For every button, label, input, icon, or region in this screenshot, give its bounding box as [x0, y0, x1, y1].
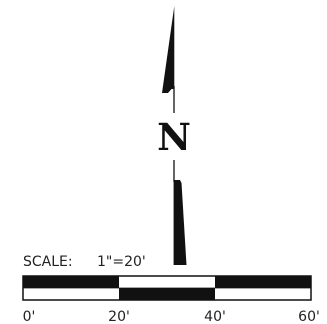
scale-bar-segment-3-top [215, 276, 311, 288]
scale-bar-segment-1-top [23, 276, 119, 288]
north-arrow-lower-blade [173, 180, 187, 265]
scale-tick-0: 0' [23, 309, 36, 324]
scale-bar [22, 275, 312, 301]
scale-label: SCALE: [23, 254, 73, 270]
north-arrow: N [157, 6, 191, 265]
scale-bar-segment-2-bottom [119, 288, 215, 300]
north-letter: N [157, 115, 191, 159]
scale-ratio: 1"=20' [97, 254, 146, 270]
scale-tick-60: 60' [298, 309, 320, 324]
north-arrow-upper-blade [162, 6, 175, 93]
scale-tick-labels: 0' 20' 40' 60' [23, 309, 320, 324]
scale-tick-40: 40' [204, 309, 226, 324]
scale-tick-20: 20' [108, 309, 130, 324]
